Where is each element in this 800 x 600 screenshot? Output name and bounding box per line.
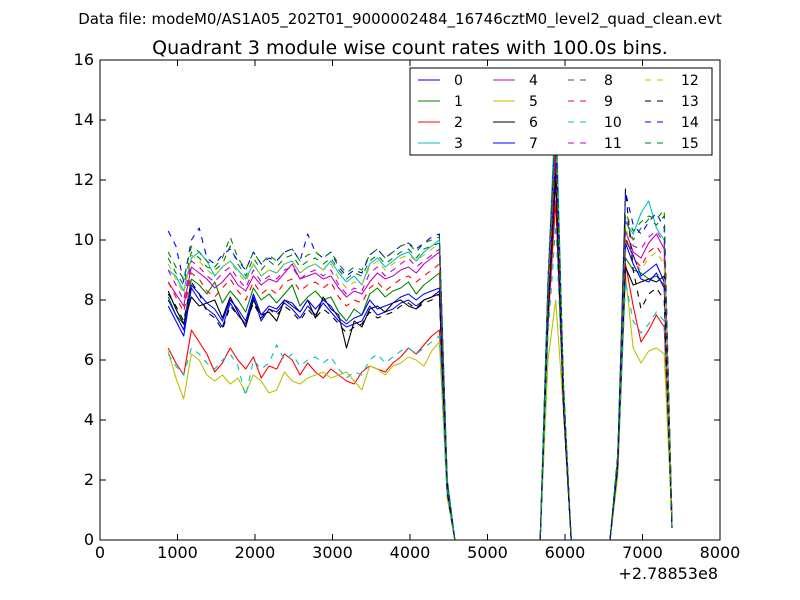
legend-label-11: 11: [604, 136, 622, 152]
x-tick-label: 0: [95, 543, 105, 562]
x-tick-label: 1000: [157, 543, 198, 562]
legend-label-7: 7: [529, 136, 538, 152]
y-tick-label: 14: [74, 110, 94, 129]
series-line-9: [167, 152, 673, 541]
x-tick-label: 6000: [545, 543, 586, 562]
x-tick-label: 7000: [622, 543, 663, 562]
y-tick-label: 6: [84, 350, 94, 369]
figure-suptitle: Data file: modeM0/AS1A05_202T01_90000024…: [78, 10, 722, 29]
x-tick-label: 3000: [312, 543, 353, 562]
legend-label-15: 15: [681, 136, 699, 152]
series-line-11: [167, 134, 673, 541]
x-tick-label: 5000: [467, 543, 508, 562]
y-tick-label: 4: [84, 410, 94, 429]
y-tick-label: 0: [84, 530, 94, 549]
series-line-14: [167, 122, 673, 541]
legend-label-3: 3: [454, 136, 463, 152]
y-tick-label: 10: [74, 230, 94, 249]
x-tick-label: 4000: [390, 543, 431, 562]
legend-label-6: 6: [529, 115, 538, 131]
y-tick-label: 2: [84, 470, 94, 489]
legend-label-2: 2: [454, 115, 463, 131]
chart-title: Quadrant 3 module wise count rates with …: [152, 37, 668, 59]
series-line-15: [167, 116, 673, 541]
legend-label-10: 10: [604, 115, 622, 131]
legend-label-8: 8: [604, 73, 613, 89]
y-tick-label: 8: [84, 290, 94, 309]
legend-label-12: 12: [681, 73, 699, 89]
tick-labels: 0 1000 2000 3000 4000 5000 6000 7000 80000246810…: [74, 50, 741, 562]
legend-label-4: 4: [529, 73, 538, 89]
legend-label-14: 14: [681, 115, 699, 131]
x-tick-label: 8000: [700, 543, 741, 562]
legend-label-1: 1: [454, 94, 463, 110]
legend-frame: [409, 67, 713, 156]
legend-label-9: 9: [604, 94, 613, 110]
y-tick-label: 16: [74, 50, 94, 69]
x-offset-label: +2.78853e8: [618, 564, 718, 583]
x-tick-label: 2000: [235, 543, 276, 562]
legend-label-0: 0: [454, 73, 463, 89]
y-tick-label: 12: [74, 170, 94, 189]
legend-label-5: 5: [529, 94, 538, 110]
axes-frame: [99, 59, 721, 541]
legend-label-13: 13: [681, 94, 699, 110]
